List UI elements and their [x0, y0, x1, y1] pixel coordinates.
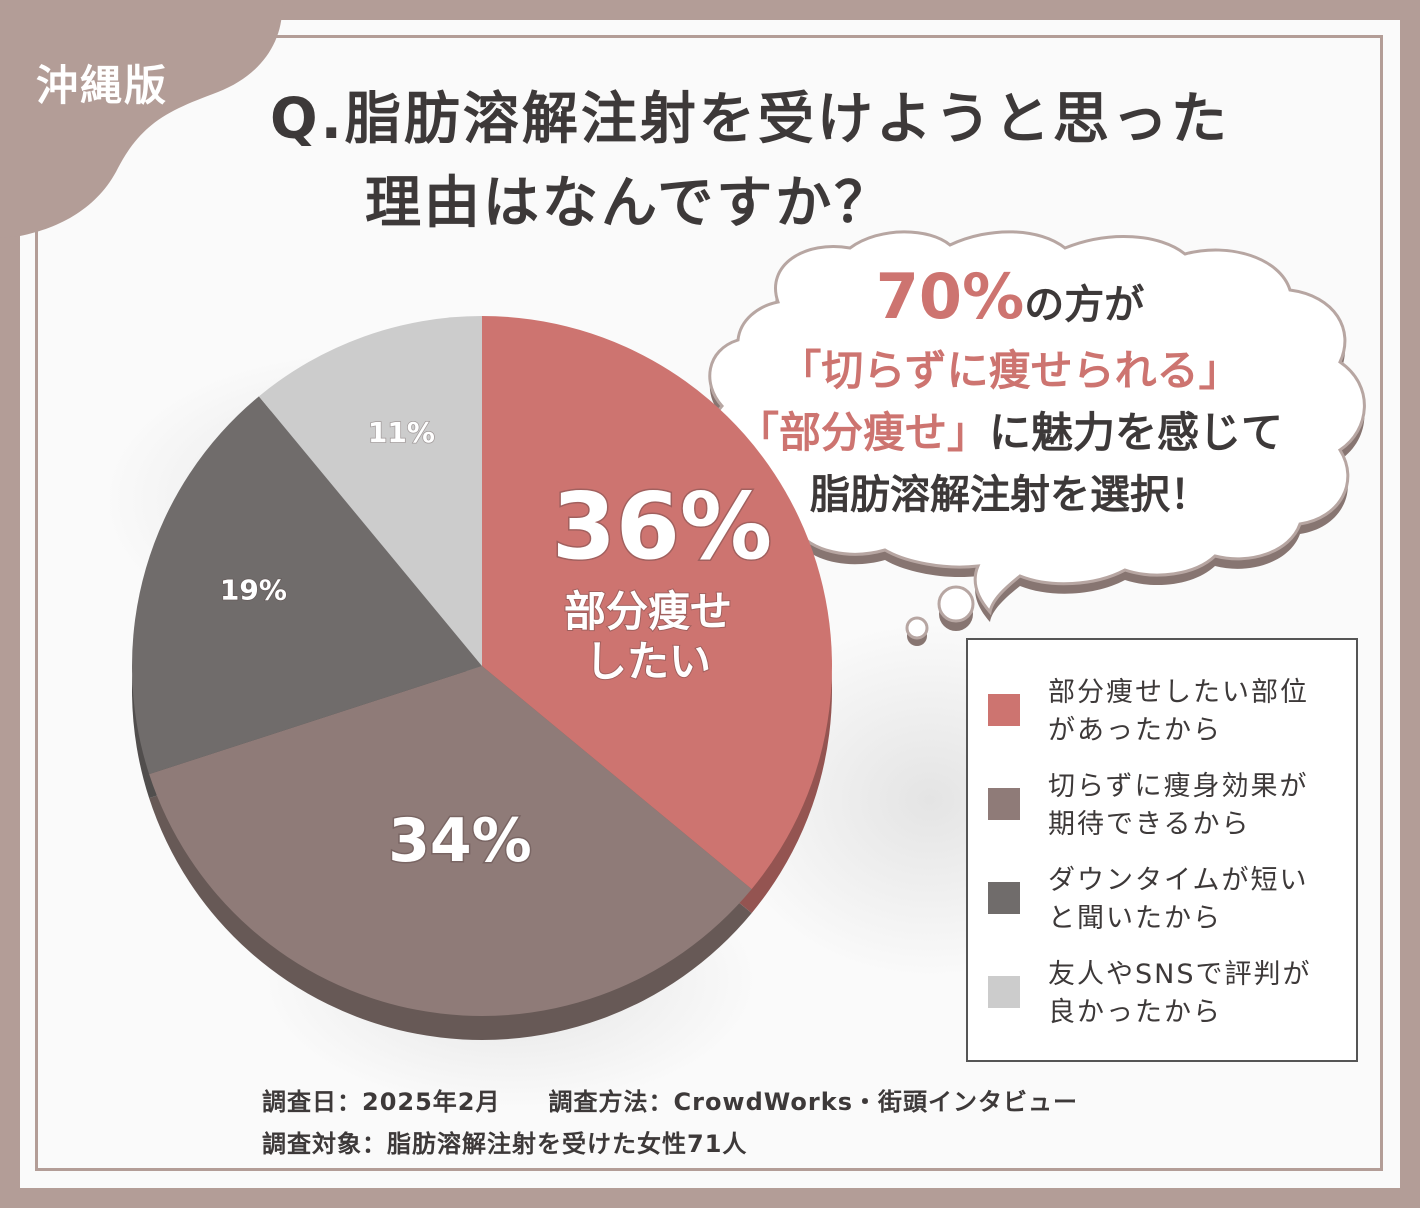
survey-target: 調査対象：脂肪溶解注射を受けた女性71人 [262, 1130, 748, 1158]
pie-slice [258, 316, 482, 666]
legend-label: 友人やSNSで評判が 良かったから [1048, 959, 1312, 1028]
legend-label: 切らずに痩身効果が 期待できるから [1048, 771, 1309, 840]
slice-value-label: 11% [368, 416, 435, 449]
callout-percentage: 70% [875, 260, 1025, 333]
inner-frame [35, 35, 1383, 1171]
survey-method: 調査方法：CrowdWorks・街頭インタビュー [548, 1088, 1078, 1116]
slice-sublabel: したい [585, 637, 711, 686]
slice-value-label: 19% [220, 574, 287, 607]
legend-label: 部分痩せしたい部位 があったから [1048, 677, 1309, 746]
legend-swatch [988, 694, 1020, 726]
survey-date: 調査日：2025年2月 [262, 1088, 501, 1116]
legend-label: ダウンタイムが短い と聞いたから [1048, 865, 1309, 934]
title-line-1: Q.脂肪溶解注射を受けようと思った [270, 87, 1230, 152]
pie-slice [482, 316, 832, 890]
corner-badge-shape [0, 0, 283, 238]
legend-item: 部分痩せしたい部位 があったから [988, 674, 1348, 754]
legend-swatch [988, 788, 1020, 820]
callout-line-2: 「切らずに痩せられる」 [779, 346, 1241, 395]
pie-slice [149, 666, 752, 1016]
legend-item: ダウンタイムが短い と聞いたから [988, 862, 1348, 942]
callout-line-1: 70%の方が [875, 260, 1145, 333]
pie-slice [132, 396, 483, 775]
slice-value-label: 36% [552, 473, 772, 580]
slice-sublabel: 部分痩せ [564, 587, 732, 636]
legend-item: 切らずに痩身効果が 期待できるから [988, 768, 1348, 848]
legend-swatch [988, 976, 1020, 1008]
callout-line-4: 脂肪溶解注射を選択！ [810, 472, 1210, 518]
chart-legend: 部分痩せしたい部位 があったから 切らずに痩身効果が 期待できるから ダウンタイ… [966, 638, 1358, 1062]
callout-text: 70%の方が 「切らずに痩せられる」 「部分痩せ」に魅力を感じて 脂肪溶解注射を… [700, 262, 1320, 526]
page-title: Q.脂肪溶解注射を受けようと思った 理由はなんですか？ [270, 78, 1230, 246]
slice-value-label: 34% [388, 806, 532, 876]
callout-line-3: 「部分痩せ」に魅力を感じて [736, 408, 1284, 457]
region-badge: 沖縄版 [36, 61, 169, 110]
legend-item: 友人やSNSで評判が 良かったから [988, 956, 1348, 1036]
legend-swatch [988, 882, 1020, 914]
title-line-2: 理由はなんですか？ [365, 171, 894, 236]
survey-date-method: 調査日：2025年2月 調査方法：CrowdWorks・街頭インタビュー [262, 1082, 1078, 1117]
